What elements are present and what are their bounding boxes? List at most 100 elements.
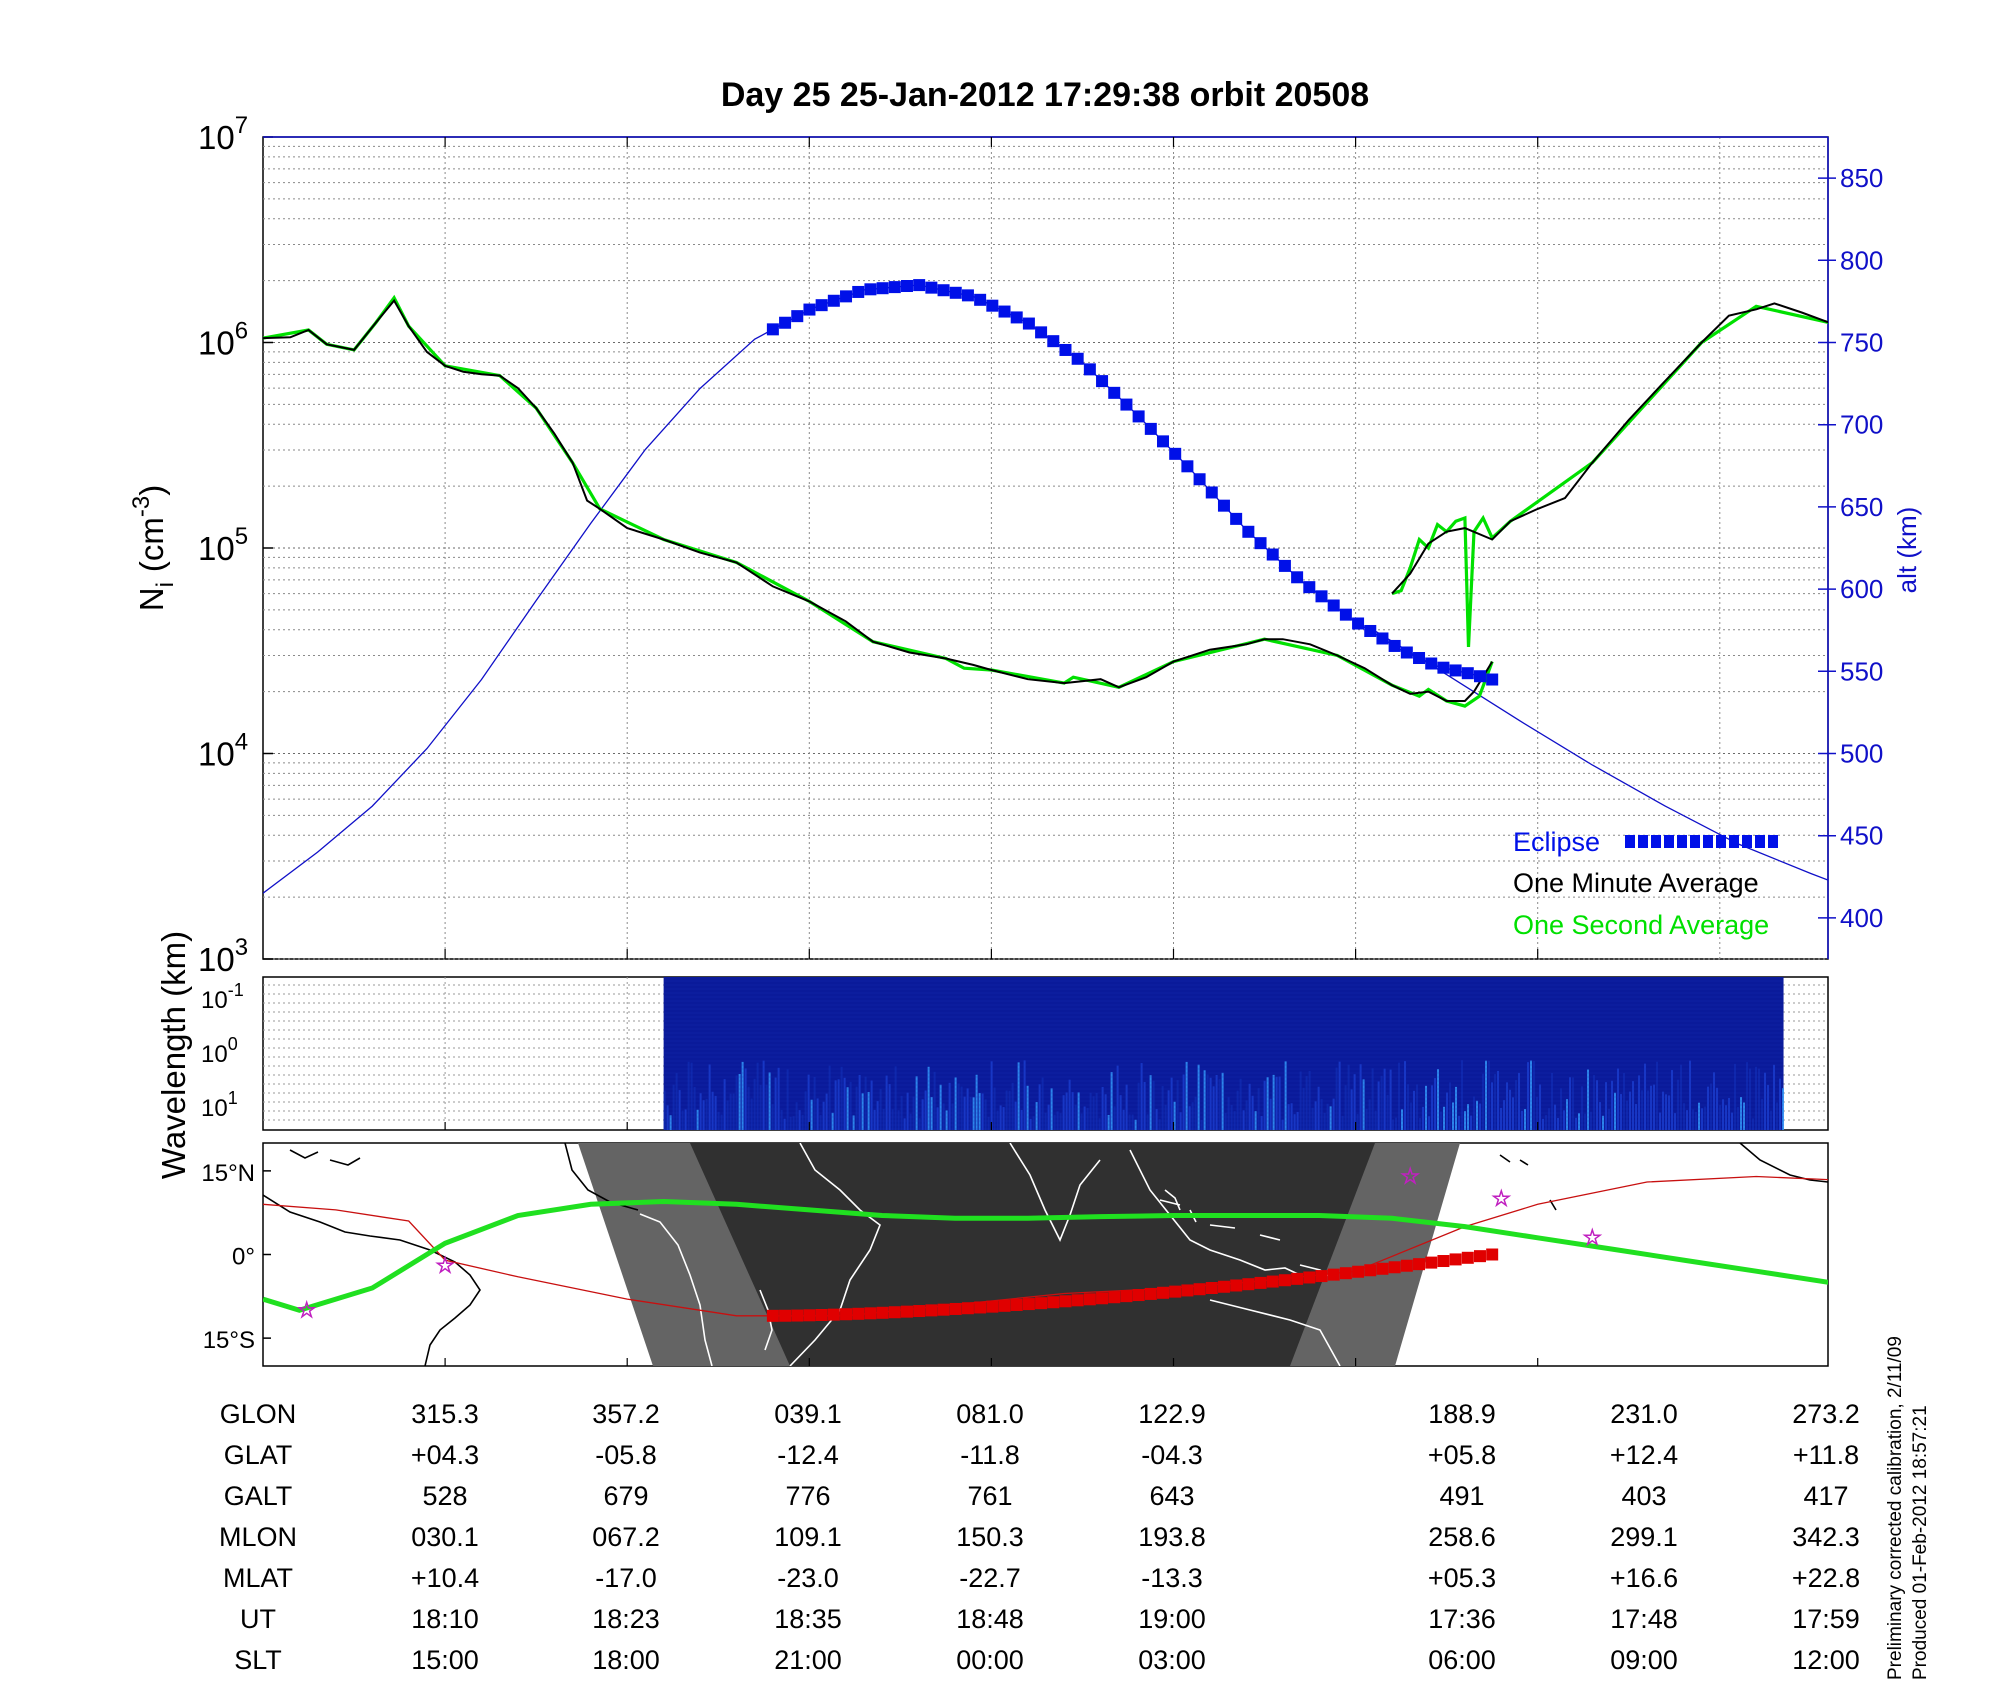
altitude-tick-label: 850 (1840, 163, 1883, 193)
spectrogram-streak (1701, 1108, 1704, 1130)
spectrogram-streak (1098, 1118, 1101, 1130)
magnetic-star-icon (1400, 1166, 1421, 1185)
spectrogram-streak (969, 1096, 972, 1130)
spectrogram-streak (1770, 1110, 1773, 1130)
spectrogram-streak (1386, 1094, 1389, 1130)
spectrogram-streak (1071, 1092, 1074, 1130)
spectrogram-streak (1194, 1096, 1197, 1130)
spectrogram-streak (786, 1069, 789, 1130)
spectrogram-streak (1128, 1114, 1131, 1130)
density-axis-label-sub: i (152, 582, 179, 587)
magnetic-star-icon (1582, 1227, 1603, 1247)
spectrogram-streak (921, 1099, 924, 1130)
spectrogram-streak (1698, 1102, 1701, 1130)
spectrogram-streak (684, 1109, 687, 1130)
spectrogram-streak (1422, 1106, 1425, 1130)
spectrogram-streak (780, 1109, 783, 1130)
spectrogram-axis-label: Wavelength (km) (155, 931, 192, 1179)
track-eclipse-marker (1266, 1275, 1279, 1288)
spectrogram-streak (1122, 1109, 1125, 1130)
spectrogram-streak (1023, 1060, 1026, 1130)
spectrogram-streak (765, 1084, 768, 1130)
spectrogram-streak (1671, 1070, 1674, 1130)
spectrogram-streak (1623, 1073, 1626, 1130)
spectrogram-streak (849, 1081, 852, 1130)
track-eclipse-marker (1157, 1286, 1170, 1299)
track-eclipse-marker (1315, 1270, 1328, 1283)
density-axis-label-exp: -3 (128, 496, 155, 517)
spectrogram-streak (681, 1110, 684, 1130)
eclipse-marker (766, 323, 779, 336)
spectrogram-streak (1053, 1114, 1056, 1130)
spectrogram-streak (729, 1093, 732, 1130)
spectrogram-streak (1245, 1100, 1248, 1130)
coastline-africa-horn (789, 1143, 881, 1366)
spectrogram-streak (909, 1113, 912, 1130)
spectrogram-data (663, 977, 1785, 1130)
spectrogram-streak (1638, 1075, 1641, 1130)
coastline-india (1009, 1143, 1101, 1242)
spectrogram-streak (1218, 1078, 1221, 1130)
spectrogram-streak (1446, 1092, 1449, 1130)
eclipse-marker (1242, 525, 1255, 538)
track-eclipse-marker (1205, 1282, 1218, 1295)
spectrogram-streak (975, 1074, 978, 1130)
table-cell: 21:00 (774, 1645, 842, 1675)
eclipse-marker (1254, 537, 1267, 550)
track-eclipse-marker (1437, 1255, 1450, 1268)
spectrogram-streak (1314, 1101, 1317, 1130)
spectrogram-streak (1089, 1092, 1092, 1130)
spectrogram-streak (1173, 1101, 1176, 1130)
density-tick-label: 107 (198, 112, 248, 156)
spectrogram-streak (990, 1061, 993, 1130)
table-cell: 19:00 (1138, 1604, 1206, 1634)
spectrogram-streak (1773, 1064, 1776, 1130)
track-eclipse-marker (1010, 1298, 1023, 1311)
legend-eclipse-marker (1690, 835, 1700, 848)
spectrogram-streak (1674, 1113, 1677, 1130)
table-cell: 109.1 (774, 1522, 842, 1552)
spectrogram-streak (1485, 1060, 1488, 1130)
spectrogram-streak (1182, 1074, 1185, 1130)
spectrogram-streak (1404, 1061, 1407, 1130)
table-cell: 06:00 (1428, 1645, 1496, 1675)
track-eclipse-marker (1364, 1264, 1377, 1277)
spectrogram-streak (1104, 1094, 1107, 1130)
spectrogram-streak (672, 1084, 675, 1130)
one-second-average-line (263, 294, 1494, 708)
spectrogram-streak (1032, 1116, 1035, 1130)
eclipse-marker (791, 310, 804, 323)
spectrogram-tick-exp: -1 (228, 980, 244, 1000)
spectrogram-streak (1494, 1074, 1497, 1130)
spectrogram-streak (750, 1098, 753, 1130)
spectrogram-streak (753, 1078, 756, 1130)
spectrogram-streak (1140, 1063, 1143, 1130)
magnetic-equator-line (263, 1175, 1828, 1317)
spectrogram-streak (1203, 1070, 1206, 1130)
spectrogram-streak (1551, 1072, 1554, 1130)
table-cell: 188.9 (1428, 1399, 1496, 1429)
eclipse-marker (974, 293, 987, 306)
spectrogram-streak (855, 1086, 858, 1130)
eclipse-marker (1205, 486, 1218, 499)
eclipse-marker (840, 290, 853, 303)
spectrogram-streak (1476, 1100, 1479, 1130)
table-row-label: UT (240, 1604, 276, 1634)
legend-eclipse-marker (1742, 835, 1752, 848)
spectrogram-streak (1524, 1109, 1527, 1130)
spectrogram-streak (1740, 1097, 1743, 1130)
spectrogram-streak (876, 1101, 879, 1130)
spectrogram-streak (996, 1110, 999, 1130)
spectrogram-streak (741, 1061, 744, 1130)
spectrogram-streak (1215, 1074, 1218, 1130)
eclipse-marker (1181, 460, 1194, 473)
eclipse-marker (1413, 652, 1426, 665)
spectrogram-streak (1293, 1114, 1296, 1130)
spectrogram-streak (1461, 1060, 1464, 1130)
table-cell: -17.0 (595, 1563, 657, 1593)
table-cell: 03:00 (1138, 1645, 1206, 1675)
spectrogram-streak (1152, 1080, 1155, 1130)
